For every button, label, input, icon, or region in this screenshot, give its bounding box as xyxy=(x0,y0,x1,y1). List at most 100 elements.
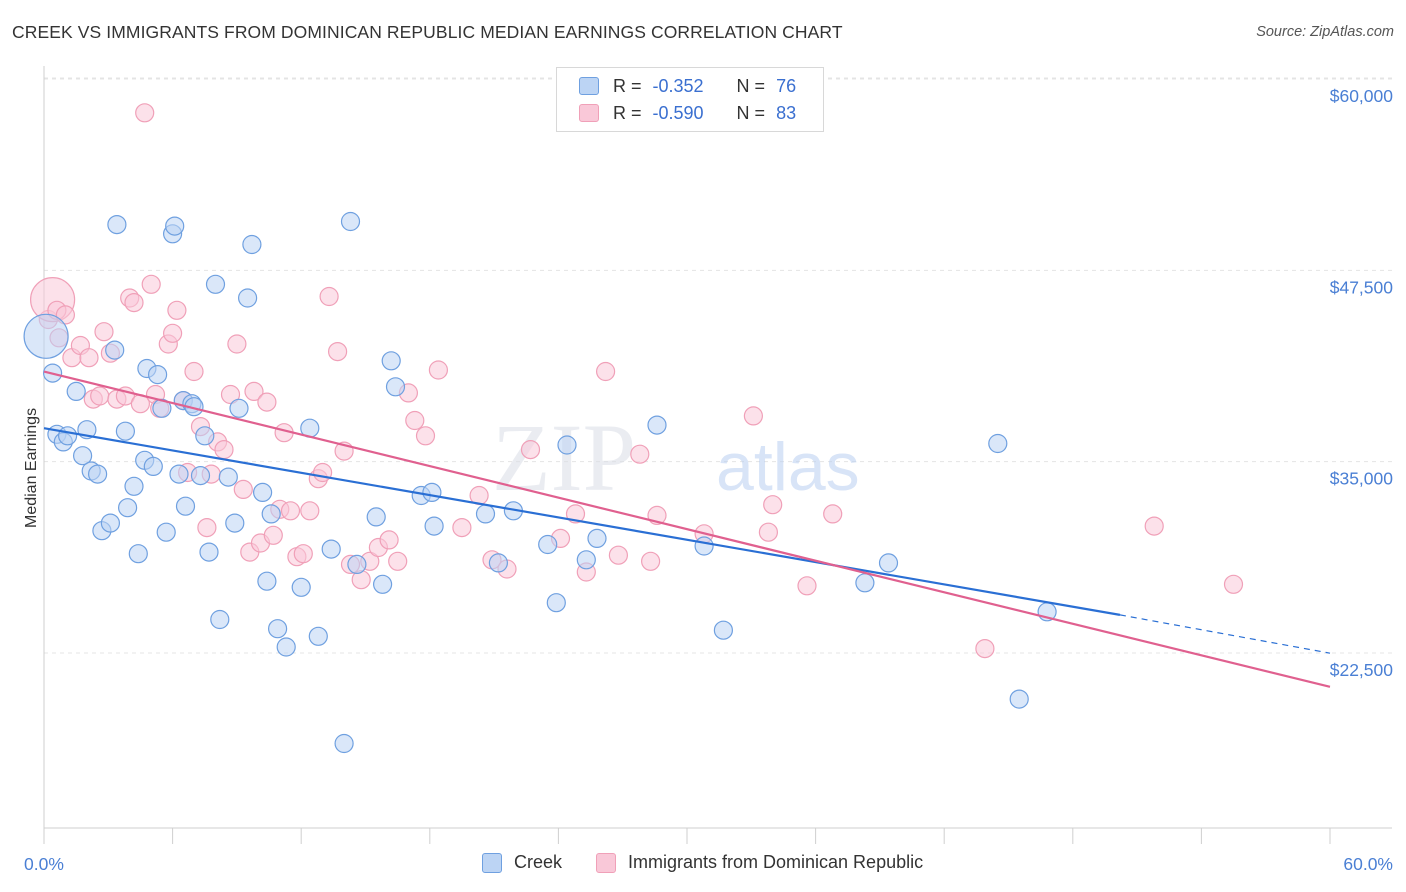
legend-r-value: -0.352 xyxy=(652,75,704,96)
dominican-point xyxy=(758,522,779,542)
creek-point xyxy=(557,435,577,455)
creek-point xyxy=(165,216,185,236)
dominican-point xyxy=(608,545,629,565)
creek-point xyxy=(124,476,144,496)
creek-point xyxy=(238,288,258,308)
creek-point xyxy=(321,539,341,559)
creek-point xyxy=(538,534,558,555)
creek-point xyxy=(713,620,734,640)
y-tick-label: $47,500 xyxy=(1330,277,1394,297)
dominican-point xyxy=(167,300,187,320)
creek-point xyxy=(424,516,444,536)
dominican-point xyxy=(595,361,616,382)
dominican-point xyxy=(1144,516,1164,536)
legend-n-label: N = xyxy=(736,102,766,123)
legend-r-label: R = xyxy=(613,75,642,96)
dominican-point xyxy=(263,525,283,545)
dominican-point xyxy=(280,501,301,521)
creek-point xyxy=(210,609,230,630)
dominican-point xyxy=(388,551,408,571)
dominican-point xyxy=(797,576,817,596)
series-legend-creek[interactable]: Creek xyxy=(482,852,562,873)
dominican-point xyxy=(257,392,277,412)
creek-point xyxy=(72,446,93,466)
creek-point xyxy=(229,398,249,418)
creek-point xyxy=(308,626,328,646)
dominican-point xyxy=(743,406,764,426)
y-axis-label: Median Earnings xyxy=(23,408,40,528)
dominican-point xyxy=(405,410,425,431)
creek-point xyxy=(143,456,163,476)
dominican-point xyxy=(293,544,313,564)
dominican-point xyxy=(520,440,541,460)
x-tick-label: 60.0% xyxy=(1343,854,1393,874)
dominican-point xyxy=(823,504,843,524)
creek-point xyxy=(878,553,899,573)
y-tick-label: $35,000 xyxy=(1330,469,1394,489)
dominican-point xyxy=(90,386,110,406)
creek-point xyxy=(347,554,367,575)
y-tick-label: $22,500 xyxy=(1330,660,1394,680)
series-legend-dominican[interactable]: Immigrants from Dominican Republic xyxy=(596,852,923,873)
legend-r-value: -0.590 xyxy=(652,102,704,123)
creek-point xyxy=(169,464,189,484)
dominican-point xyxy=(197,517,217,538)
creek-point xyxy=(340,211,361,232)
creek-point xyxy=(647,415,667,435)
dominican-point xyxy=(630,444,650,464)
dominican-point xyxy=(313,462,333,483)
dominican-point xyxy=(640,551,661,571)
creek-point xyxy=(576,550,596,570)
creek-point xyxy=(66,381,86,401)
creek-point xyxy=(546,593,566,613)
grid-lines xyxy=(44,77,1392,654)
creek-trend-extension xyxy=(1119,614,1331,654)
dominican-point xyxy=(300,501,320,521)
creek-point xyxy=(225,513,245,533)
dominican-point xyxy=(428,360,448,380)
creek-point xyxy=(291,577,311,597)
watermark-atlas: atlas xyxy=(716,429,860,505)
creek-point xyxy=(199,542,219,562)
legend-n-value: 76 xyxy=(776,75,797,96)
creek-point xyxy=(148,365,168,385)
legend-n-value: 83 xyxy=(776,102,797,123)
creek-point xyxy=(587,528,607,549)
legend-row-creek: R = -0.352 N = 76 xyxy=(579,74,796,98)
creek-point xyxy=(381,351,401,371)
watermark: ZIP atlas xyxy=(492,404,860,511)
creek-swatch xyxy=(482,852,502,873)
dominican-point xyxy=(141,274,161,294)
creek-point xyxy=(488,553,508,573)
dominican-point xyxy=(244,381,264,401)
dominican-point xyxy=(452,517,472,538)
dominican-point xyxy=(975,638,995,659)
creek-point xyxy=(253,482,273,502)
creek-point xyxy=(190,466,211,486)
dominican-point xyxy=(415,426,436,446)
dominican-point xyxy=(220,384,241,405)
x-tick-label: 0.0% xyxy=(24,854,64,874)
creek-point xyxy=(100,513,121,533)
dominican-points xyxy=(29,103,1244,659)
dominican-point xyxy=(565,504,586,524)
creek-point xyxy=(475,504,496,524)
dominican-swatch xyxy=(596,852,616,873)
dominican-trend-line xyxy=(43,370,1331,688)
creek-point xyxy=(261,504,281,524)
creek-point xyxy=(366,507,386,527)
dominican-swatch xyxy=(579,104,599,122)
creek-point xyxy=(1009,689,1029,709)
dominican-point xyxy=(135,103,155,123)
creek-point xyxy=(218,467,238,487)
series-legend-label: Immigrants from Dominican Republic xyxy=(628,852,924,872)
creek-point xyxy=(195,426,215,446)
creek-point xyxy=(334,733,354,754)
dominican-point xyxy=(233,479,253,499)
creek-swatch xyxy=(579,77,599,95)
series-legend: Creek Immigrants from Dominican Republic xyxy=(0,852,1406,878)
legend-r-label: R = xyxy=(613,102,642,123)
creek-point xyxy=(385,377,406,397)
series-legend-label: Creek xyxy=(514,852,563,872)
